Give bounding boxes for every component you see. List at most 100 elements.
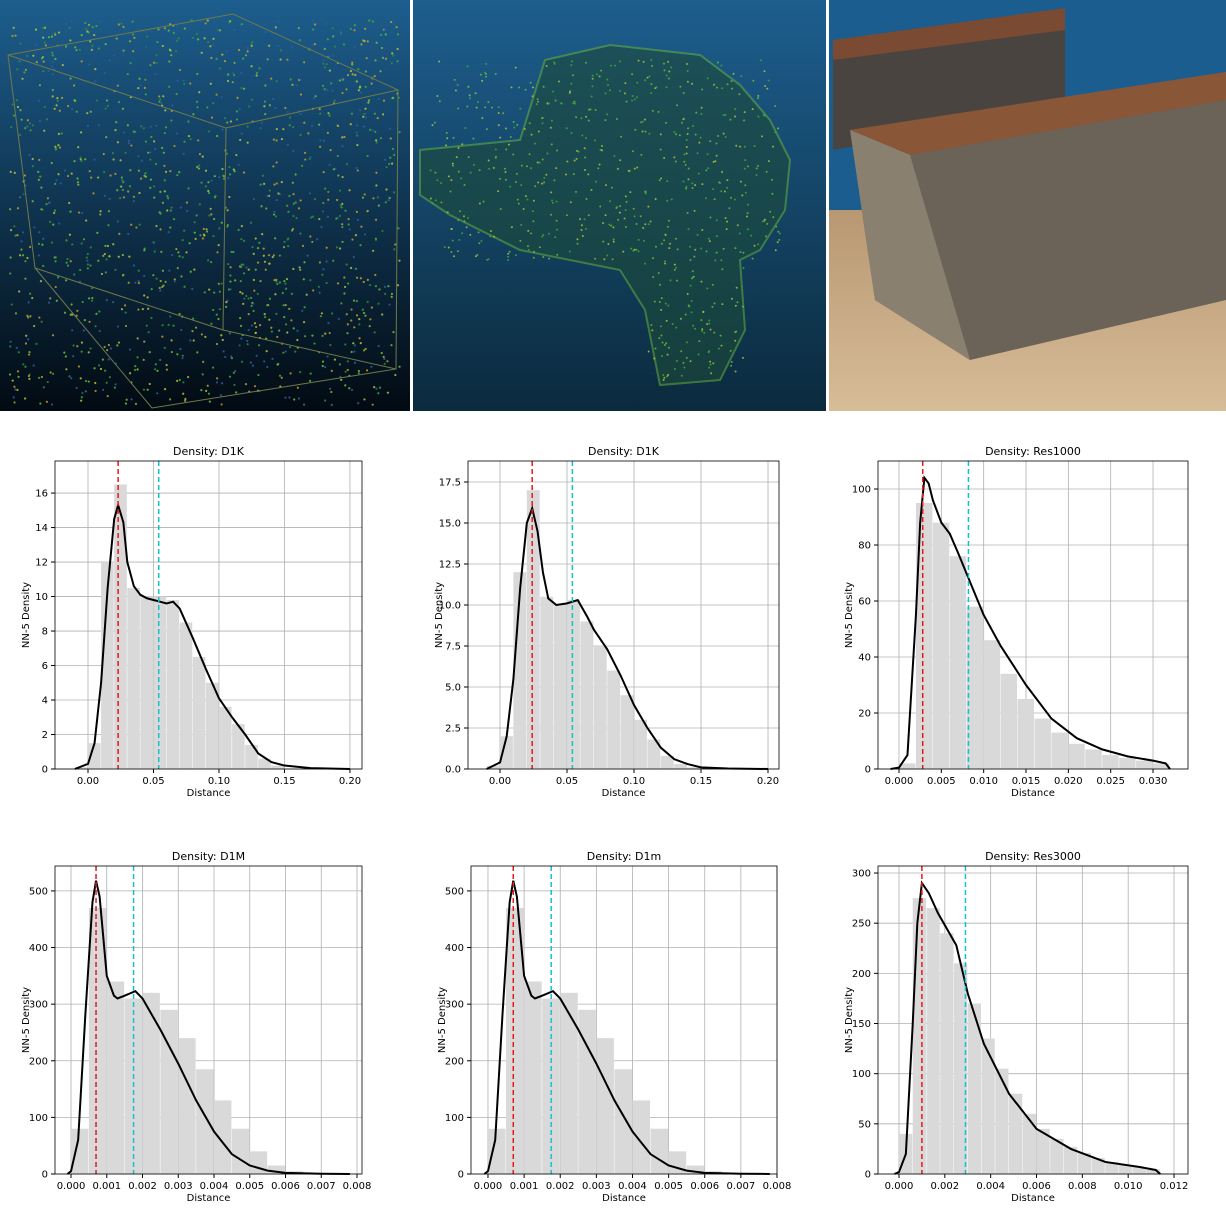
kde-line (890, 475, 1171, 770)
histogram-bar (88, 743, 101, 769)
y-tick-label: 40 (858, 653, 871, 664)
histogram-bar (596, 1038, 614, 1174)
y-tick-label: 400 (29, 943, 48, 954)
kde-line (66, 880, 350, 1175)
y-axis-label: NN-5 Density (21, 582, 32, 648)
x-tick-label: 0.010 (969, 776, 998, 787)
histogram-bar (153, 596, 167, 769)
plot-marks (894, 866, 1161, 1175)
plot-marks (483, 866, 770, 1175)
x-tick-label: 0.002 (128, 1181, 157, 1192)
y-tick-label: 400 (445, 943, 464, 954)
histogram-bar (487, 1128, 506, 1174)
chart: 0.000 0.001 0.002 0.003 0.004 0.005 0.006 0.007… (21, 850, 371, 1204)
histogram-bar (647, 739, 661, 769)
chart-title: Density: D1M (172, 850, 245, 863)
x-tick-label: 0.006 (1022, 1181, 1051, 1192)
y-tick-label: 200 (852, 969, 871, 980)
x-tick-label: 0.20 (339, 776, 361, 787)
plot-frame (877, 460, 1189, 770)
histogram-bar (192, 656, 206, 769)
histogram-bar (214, 1100, 232, 1174)
x-axis-label: Distance (602, 788, 646, 799)
x-tick-label: 0.004 (618, 1181, 647, 1192)
plot-frame (877, 865, 1189, 1175)
y-tick-label: 60 (858, 597, 871, 608)
histogram-bar (1146, 1168, 1160, 1174)
histogram-bar (687, 767, 701, 769)
x-tick-label: 0.003 (582, 1181, 611, 1192)
histogram-bar (983, 640, 1001, 769)
y-tick-label: 12.5 (439, 559, 461, 570)
histogram-bar (614, 1069, 632, 1174)
x-tick-label: 0.025 (1096, 776, 1125, 787)
histogram-bar (940, 933, 954, 1174)
histogram-bar (245, 744, 258, 769)
histogram-bar (1132, 1166, 1147, 1174)
histogram-bar (513, 572, 527, 769)
plot-frame (470, 865, 778, 1175)
x-tick-label: 0.008 (1068, 1181, 1097, 1192)
y-tick-label: 80 (858, 541, 871, 552)
histogram-bar (1153, 763, 1170, 769)
y-tick-label: 10.0 (439, 600, 461, 611)
histogram-bar (1009, 1093, 1023, 1174)
x-tick-label: 0.000 (57, 1181, 86, 1192)
histogram-bar (1068, 743, 1085, 769)
histogram-bar (967, 1003, 982, 1174)
histogram-bar (1034, 718, 1051, 769)
chart-title: Density: Res1000 (985, 445, 1081, 458)
histogram-bar (660, 755, 674, 769)
y-tick-label: 5.0 (445, 682, 461, 693)
x-axis-label: Distance (1011, 788, 1055, 799)
x-tick-label: 0.004 (976, 1181, 1005, 1192)
y-axis-label: NN-5 Density (437, 987, 448, 1053)
histogram-bar (540, 596, 554, 769)
chart-title: Density: D1m (587, 850, 661, 863)
histogram-bar (101, 562, 114, 769)
y-tick-label: 8 (42, 627, 48, 638)
x-tick-label: 0.000 (885, 776, 914, 787)
x-tick-label: 0.008 (763, 1181, 792, 1192)
histogram-bar (1050, 1138, 1064, 1174)
histogram-bar (1000, 673, 1018, 769)
histogram-bar (205, 682, 219, 769)
histogram-bar (218, 706, 232, 769)
histogram-bar (932, 522, 950, 769)
plot-frame (54, 865, 363, 1175)
y-tick-label: 16 (35, 489, 48, 500)
x-tick-label: 0.006 (690, 1181, 719, 1192)
y-tick-label: 100 (852, 1069, 871, 1080)
x-tick-label: 0.10 (208, 776, 230, 787)
histogram-bar (74, 767, 88, 769)
histogram-bar (526, 490, 540, 769)
histogram-bar (650, 1128, 669, 1174)
y-tick-label: 12 (35, 558, 48, 569)
x-tick-label: 0.004 (200, 1181, 229, 1192)
histogram-bar (553, 604, 567, 769)
histogram-bar (524, 981, 542, 1174)
histogram-bar (1119, 757, 1136, 769)
histogram-bar (686, 1165, 705, 1174)
histogram-bar (966, 606, 984, 769)
histogram-bar (231, 1128, 250, 1174)
y-tick-label: 6 (42, 661, 48, 672)
histogram-bar (1036, 1128, 1050, 1174)
y-tick-label: 0 (458, 1170, 464, 1181)
x-tick-label: 0.030 (1139, 776, 1168, 787)
x-tick-label: 0.020 (1054, 776, 1083, 787)
x-tick-label: 0.008 (343, 1181, 372, 1192)
x-tick-label: 0.005 (927, 776, 956, 787)
x-tick-label: 0.05 (556, 776, 578, 787)
x-tick-label: 0.002 (546, 1181, 575, 1192)
x-tick-label: 0.005 (654, 1181, 683, 1192)
histogram-bar (142, 992, 160, 1174)
histogram-bar (106, 981, 125, 1174)
y-tick-label: 20 (858, 709, 871, 720)
y-tick-label: 2 (42, 730, 48, 741)
y-tick-label: 300 (445, 1000, 464, 1011)
histogram-bar (1022, 1113, 1037, 1174)
kde-line (74, 501, 350, 770)
x-tick-label: 0.001 (92, 1181, 121, 1192)
histogram-bar (949, 556, 967, 769)
